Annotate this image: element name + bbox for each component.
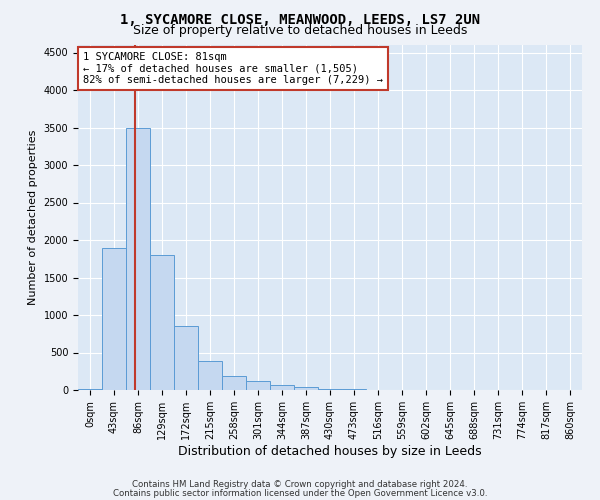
Bar [174, 326, 198, 390]
Bar [294, 388, 318, 390]
Bar [126, 128, 150, 390]
Text: Contains HM Land Registry data © Crown copyright and database right 2024.: Contains HM Land Registry data © Crown c… [132, 480, 468, 489]
Bar [102, 248, 126, 390]
Bar [78, 389, 102, 390]
Bar [342, 389, 366, 390]
Y-axis label: Number of detached properties: Number of detached properties [28, 130, 38, 305]
Bar [246, 381, 270, 390]
Bar [318, 388, 342, 390]
Text: Size of property relative to detached houses in Leeds: Size of property relative to detached ho… [133, 24, 467, 37]
Bar [222, 376, 246, 390]
Bar [270, 385, 294, 390]
Text: 1 SYCAMORE CLOSE: 81sqm
← 17% of detached houses are smaller (1,505)
82% of semi: 1 SYCAMORE CLOSE: 81sqm ← 17% of detache… [83, 52, 383, 85]
X-axis label: Distribution of detached houses by size in Leeds: Distribution of detached houses by size … [178, 444, 482, 458]
Text: Contains public sector information licensed under the Open Government Licence v3: Contains public sector information licen… [113, 488, 487, 498]
Bar [150, 255, 174, 390]
Bar [198, 361, 222, 390]
Text: 1, SYCAMORE CLOSE, MEANWOOD, LEEDS, LS7 2UN: 1, SYCAMORE CLOSE, MEANWOOD, LEEDS, LS7 … [120, 12, 480, 26]
